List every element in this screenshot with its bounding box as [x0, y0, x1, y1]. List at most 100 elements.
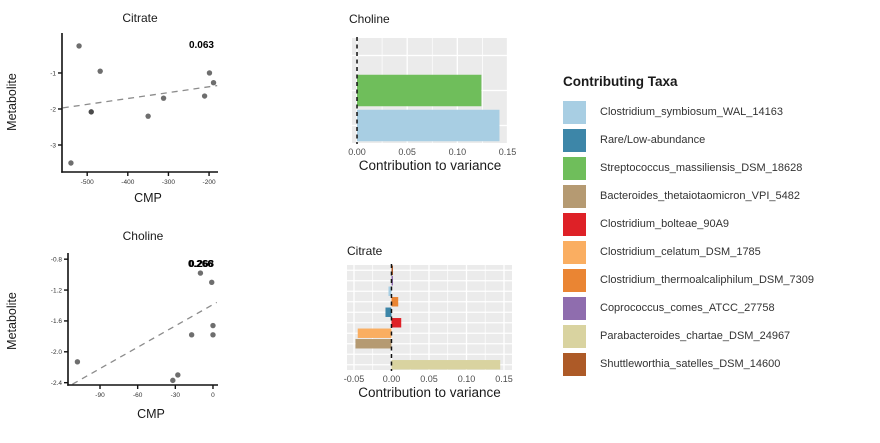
- chart-title: Citrate: [122, 11, 158, 25]
- correlation-annotation: 0.268: [189, 259, 214, 270]
- chart-title: Choline: [123, 229, 164, 243]
- bar: [357, 328, 392, 338]
- citrate-variance-bar-chart: -0.05 0.00 0.05 0.10 0.15 Citrate Contribution…: [344, 244, 513, 400]
- legend-item-label: Streptococcus_massiliensis_DSM_18628: [600, 162, 803, 174]
- legend-item-label: Shuttleworthia_satelles_DSM_14600: [600, 358, 781, 370]
- legend-item-label: Parabacteroides_chartae_DSM_24967: [600, 330, 791, 342]
- x-tick-label: -0.05: [344, 374, 365, 384]
- scatter-point: [210, 79, 217, 86]
- legend-item-label: Bacteroides_thetaiotaomicron_VPI_5482: [600, 190, 800, 202]
- x-axis-label: Contribution to variance: [358, 385, 501, 400]
- correlation-annotation: 0.063: [189, 40, 214, 51]
- legend-swatch-icon: [563, 100, 586, 124]
- legend-item-label: Clostridium_thermoalcaliphilum_DSM_7309: [600, 274, 814, 286]
- legend-item: Shuttleworthia_satelles_DSM_14600: [563, 350, 877, 378]
- legend-title: Contributing Taxa: [563, 74, 678, 89]
- x-tick-label: 0.15: [495, 374, 513, 384]
- y-tick-label: -2.0: [51, 349, 63, 356]
- legend-item-label: Clostridium_bolteae_90A9: [600, 218, 730, 230]
- bar: [388, 286, 392, 296]
- x-tick-label: -90: [95, 392, 105, 399]
- legend-swatch-icon: [563, 184, 586, 208]
- trend-line: [72, 301, 218, 385]
- legend-item: Clostridium_celatum_DSM_1785: [563, 238, 877, 266]
- y-tick-label: -2.4: [51, 380, 63, 387]
- legend-item-label: Clostridium_symbiosum_WAL_14163: [600, 106, 784, 118]
- legend-item: Clostridium_symbiosum_WAL_14163: [563, 98, 877, 126]
- legend-swatch-icon: [563, 156, 586, 180]
- choline-variance-bar-chart: 0.00 0.05 0.10 0.15 Choline Contribution to v…: [348, 12, 517, 173]
- bar: [391, 360, 501, 370]
- legend-item: Bacteroides_thetaiotaomicron_VPI_5482: [563, 182, 877, 210]
- scatter-point: [209, 279, 215, 286]
- y-tick-label: -3: [50, 142, 56, 149]
- legend-swatch-icon: [563, 268, 586, 292]
- legend-item: Coprococcus_comes_ATCC_27758: [563, 294, 877, 322]
- x-tick-label: -30: [171, 392, 181, 399]
- x-axis-label: Contribution to variance: [359, 158, 502, 173]
- x-axis-label: CMP: [137, 407, 165, 421]
- legend-item-label: Rare/Low-abundance: [600, 134, 706, 146]
- legend-swatch-icon: [563, 128, 586, 152]
- y-tick-label: -1: [50, 70, 56, 77]
- y-axis-label: Metabolite: [5, 292, 19, 350]
- scatter-point: [210, 332, 216, 338]
- x-tick-label: -60: [133, 392, 143, 399]
- x-tick-label: -200: [203, 179, 216, 186]
- bar: [391, 276, 393, 286]
- legend-item: Clostridium_thermoalcaliphilum_DSM_7309: [563, 266, 877, 294]
- x-tick-label: -300: [162, 179, 175, 186]
- scatter-point: [170, 377, 176, 384]
- scatter-point: [145, 113, 151, 119]
- x-tick-label: 0.15: [499, 147, 517, 157]
- bar: [385, 307, 392, 317]
- bar: [357, 74, 482, 107]
- y-tick-label: -2: [50, 106, 56, 113]
- legend-item: Rare/Low-abundance: [563, 126, 877, 154]
- bar: [391, 297, 399, 307]
- scatter-point: [210, 322, 216, 329]
- legend-item: Parabacteroides_chartae_DSM_24967: [563, 322, 877, 350]
- legend-swatch-icon: [563, 324, 586, 348]
- y-tick-label: -1.6: [51, 318, 63, 325]
- bar: [355, 339, 392, 349]
- correlation-annotation-overlap: 0.266: [188, 259, 213, 270]
- trend-line: [62, 84, 218, 109]
- legend-swatch-icon: [563, 212, 586, 236]
- legend-item-label: Coprococcus_comes_ATCC_27758: [600, 302, 775, 314]
- legend-item: Clostridium_bolteae_90A9: [563, 210, 877, 238]
- y-tick-label: -0.8: [51, 256, 63, 263]
- x-tick-label: 0.00: [383, 374, 401, 384]
- scatter-point: [206, 70, 213, 76]
- x-tick-label: 0: [211, 392, 215, 399]
- chart-title: Citrate: [347, 244, 383, 258]
- legend-swatch-icon: [563, 296, 586, 320]
- scatter-point: [160, 95, 167, 101]
- scatter-point: [175, 372, 181, 378]
- scatter-point: [201, 93, 208, 99]
- x-tick-label: 0.05: [398, 147, 416, 157]
- x-tick-label: -400: [121, 179, 134, 186]
- scatter-point: [97, 68, 103, 74]
- x-tick-label: 0.05: [420, 374, 438, 384]
- y-tick-label: -1.2: [51, 287, 63, 294]
- x-tick-label: 0.10: [449, 147, 467, 157]
- scatter-point: [68, 160, 74, 166]
- bar: [391, 265, 393, 275]
- scatter-point: [74, 359, 81, 365]
- x-tick-label: -500: [81, 179, 94, 186]
- y-axis-label: Metabolite: [5, 73, 19, 131]
- legend-item-label: Clostridium_celatum_DSM_1785: [600, 246, 761, 258]
- scatter-point: [188, 332, 195, 338]
- chart-title: Choline: [349, 12, 390, 26]
- scatter-point: [197, 270, 204, 276]
- bar: [357, 109, 500, 142]
- legend-item: Streptococcus_massiliensis_DSM_18628: [563, 154, 877, 182]
- choline-scatter-plot: -90 -60 -30 0 -0.8 -1.2 -1.6 -2.0 -2.4 0.2660.268…: [5, 229, 218, 421]
- legend-swatch-icon: [563, 352, 586, 376]
- legend-items: Clostridium_symbiosum_WAL_14163 Rare/Low-…: [563, 98, 877, 378]
- scatter-point: [76, 43, 82, 49]
- legend-swatch-icon: [563, 240, 586, 264]
- citrate-scatter-plot: -500 -400 -300 -200 -1 -2 -3 0.063 Citrate CMP Met…: [5, 11, 218, 205]
- bar: [391, 318, 402, 328]
